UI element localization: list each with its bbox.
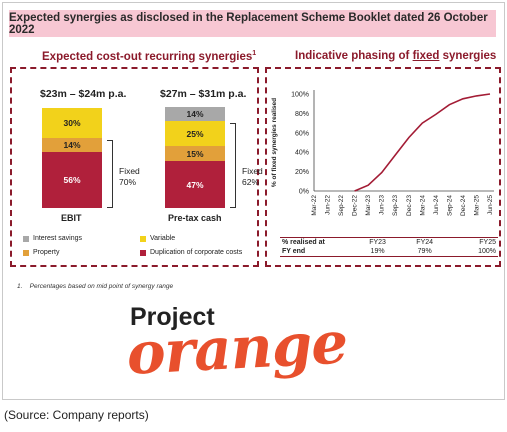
source-note: (Source: Company reports): [4, 408, 149, 422]
x-tick-label: Dec-24: [460, 195, 467, 216]
table-row-label: FY end: [280, 247, 354, 257]
x-tick-label: Sep-23: [392, 195, 399, 216]
table-header-fy25: FY25: [448, 237, 498, 247]
x-tick-label: Jun-22: [325, 195, 332, 215]
legend-property: Property: [23, 249, 59, 256]
bar-label-pretax: Pre-tax cash: [168, 213, 222, 223]
table-cell-fy24: 79%: [401, 247, 449, 257]
line-series: [354, 93, 491, 192]
x-tick-label: Dec-23: [406, 195, 413, 216]
bar-segment-property-ebit: 14%: [42, 138, 102, 152]
bar-segment-variable-ebit: 30%: [42, 108, 102, 138]
legend-swatch-duplication: [140, 249, 146, 256]
realisation-table: % realised at FY23 FY24 FY25 FY end 19% …: [280, 237, 498, 257]
ebit-range: $23m – $24m p.a.: [40, 88, 127, 100]
fixed-label-ebit: Fixed 70%: [119, 166, 140, 187]
y-tick-label: 0%: [299, 189, 309, 196]
legend-swatch-property: [23, 249, 29, 256]
y-axis-label: % of fixed synergies realised: [271, 98, 278, 187]
right-section-title: Indicative phasing of fixed synergies: [295, 50, 497, 62]
fixed-brace-ebit: [107, 140, 113, 208]
cash-range: $27m – $31m p.a.: [160, 88, 247, 100]
y-tick-label: 40%: [295, 150, 309, 157]
legend-variable: Variable: [140, 235, 175, 242]
legend-swatch-interest: [23, 235, 29, 242]
logo-project: Project: [130, 303, 215, 331]
bar-segment-variable-pretax: 25%: [165, 121, 225, 146]
x-tick-label: Sep-24: [446, 195, 453, 216]
x-tick-label: Mar-25: [473, 195, 480, 216]
legend-swatch-variable: [140, 235, 146, 242]
x-tick-label: Sep-22: [338, 195, 345, 216]
x-tick-label: Jun-23: [379, 195, 386, 215]
banner: Expected synergies as disclosed in the R…: [9, 10, 496, 37]
y-tick-label: 60%: [295, 130, 309, 137]
table-header-fy24: FY24: [401, 237, 449, 247]
logo-orange: orange: [125, 308, 349, 388]
table-cell-fy25: 100%: [448, 247, 498, 257]
bar-segment-duplication-pretax: 47%: [165, 161, 225, 208]
x-tick-label: Dec-22: [352, 195, 359, 216]
bar-segment-property-pretax: 15%: [165, 146, 225, 161]
left-section-title: Expected cost-out recurring synergies1: [42, 50, 257, 63]
x-tick-label: Mar-23: [365, 195, 372, 216]
left-panel: [10, 67, 259, 267]
footnote: 1. Percentages based on mid point of syn…: [17, 283, 174, 290]
bar-segment-interest-pretax: 14%: [165, 107, 225, 121]
x-tick-label: Jun-24: [433, 195, 440, 215]
fixed-brace-pretax: [230, 123, 236, 208]
x-tick-label: Jun-25: [487, 195, 494, 215]
line-chart: 0% 20% 40% 60% 80% 100% % of fixed synergies r…: [271, 90, 494, 216]
x-tick-label: Mar-24: [419, 195, 426, 216]
y-tick-label: 20%: [295, 169, 309, 176]
table-header-fy23: FY23: [354, 237, 402, 247]
bar-label-ebit: EBIT: [61, 213, 82, 223]
x-tick-label: Mar-22: [311, 195, 318, 216]
legend-interest: Interest savings: [23, 235, 82, 242]
bar-segment-duplication-ebit: 56%: [42, 152, 102, 208]
fixed-label-pretax: Fixed 62%: [242, 166, 263, 187]
legend-duplication: Duplication of corporate costs: [140, 249, 242, 256]
y-tick-label: 80%: [295, 111, 309, 118]
right-panel: [265, 67, 501, 267]
table-header-label: % realised at: [280, 237, 354, 247]
y-tick-label: 100%: [291, 92, 309, 99]
table-cell-fy23: 19%: [354, 247, 402, 257]
